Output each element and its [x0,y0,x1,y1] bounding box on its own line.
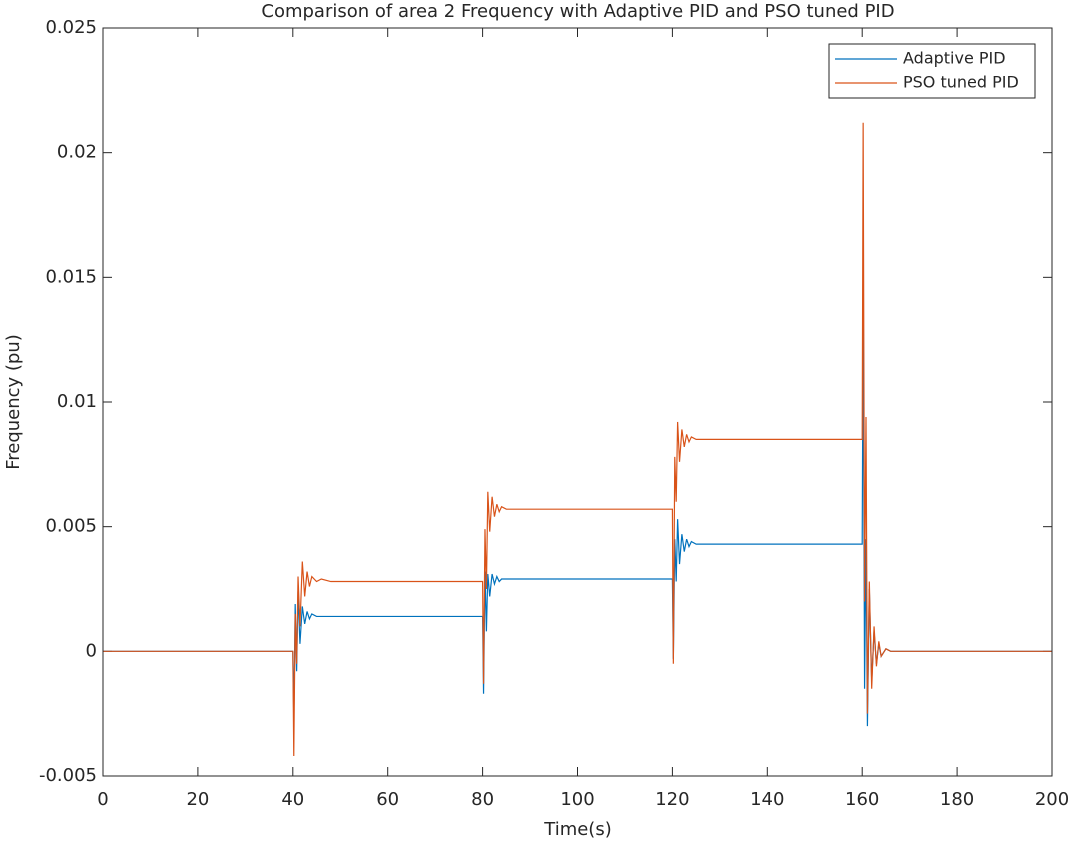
legend-label: PSO tuned PID [903,73,1019,92]
y-tick-label: 0.005 [45,516,97,537]
x-tick-label: 120 [655,789,689,810]
legend-label: Adaptive PID [903,49,1006,68]
x-tick-label: 60 [376,789,399,810]
y-axis-label: Frequency (pu) [3,334,24,470]
x-tick-label: 100 [560,789,594,810]
chart-title: Comparison of area 2 Frequency with Adap… [261,1,894,22]
y-tick-label: 0.02 [57,142,97,163]
x-tick-label: 20 [186,789,209,810]
y-tick-label: 0.015 [45,266,97,287]
x-tick-label: 80 [471,789,494,810]
y-tick-label: 0 [86,640,97,661]
y-tick-label: 0.01 [57,391,97,412]
x-tick-label: 200 [1035,789,1069,810]
y-tick-label: 0.025 [45,17,97,38]
x-tick-label: 140 [750,789,784,810]
y-tick-label: -0.005 [39,765,97,786]
x-tick-label: 40 [281,789,304,810]
x-tick-label: 160 [845,789,879,810]
legend-box [828,43,1036,99]
plot-area [103,28,1052,776]
series-line [103,122,1052,757]
legend: Adaptive PID PSO tuned PID [828,43,1036,99]
x-tick-label: 180 [940,789,974,810]
axes-box [102,27,1053,777]
x-tick-label: 0 [97,789,108,810]
x-axis-label: Time(s) [543,819,611,840]
